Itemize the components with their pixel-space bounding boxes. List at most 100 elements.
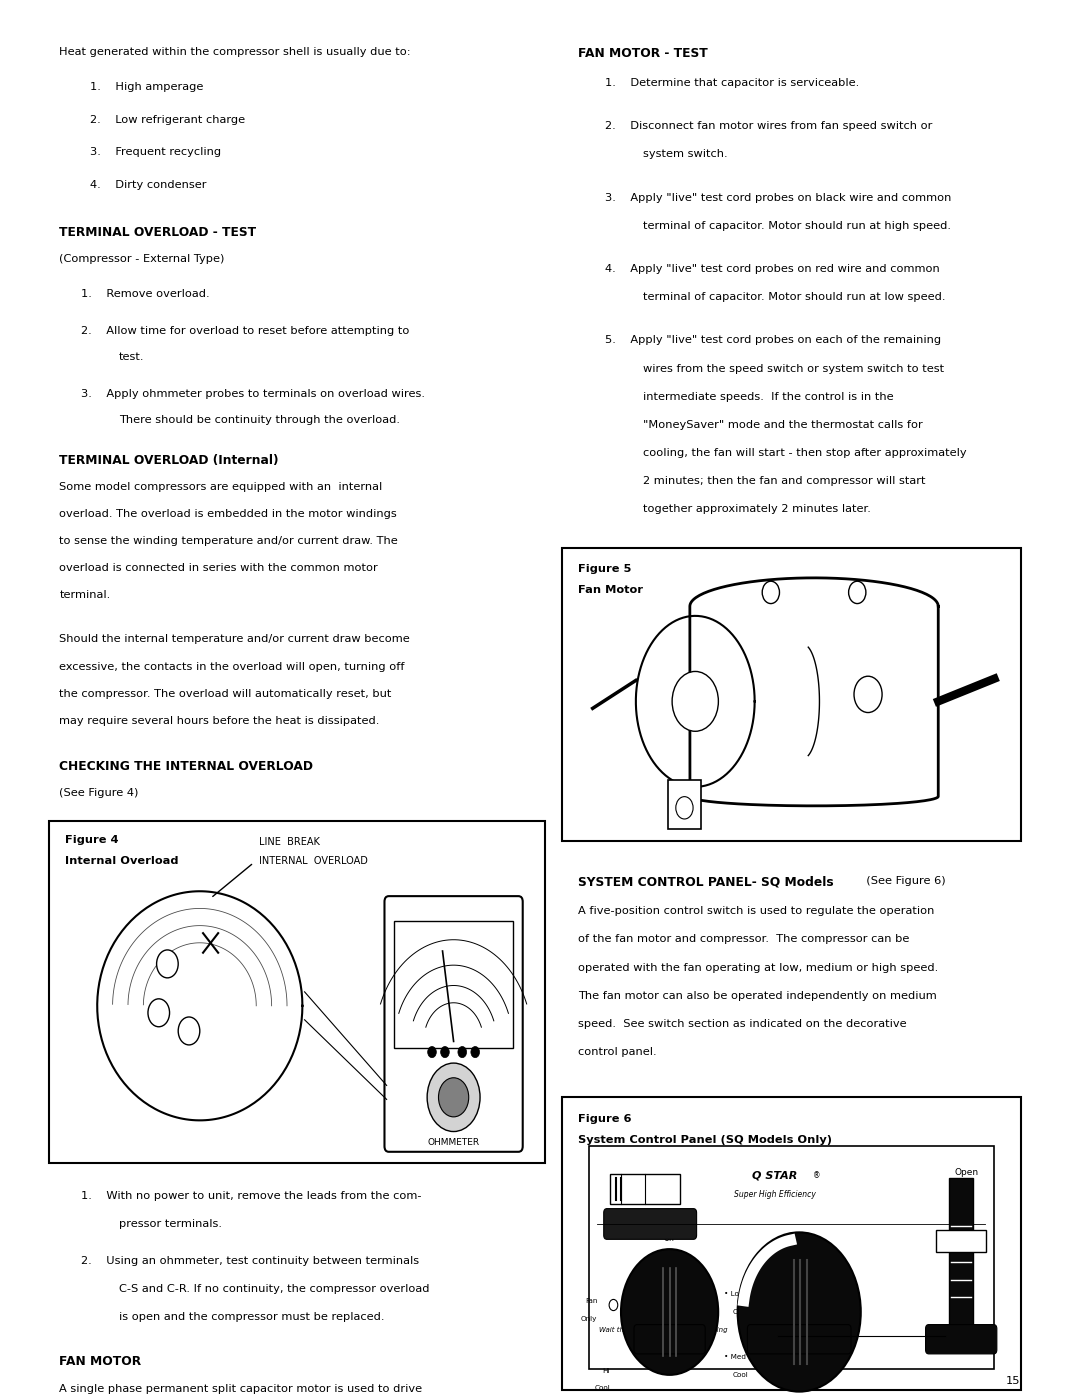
Text: Cool: Cool: [732, 1309, 748, 1315]
Text: terminal.: terminal.: [59, 590, 110, 601]
Text: Off: Off: [664, 1234, 675, 1243]
FancyBboxPatch shape: [669, 780, 701, 828]
Text: control panel.: control panel.: [578, 1048, 657, 1058]
FancyBboxPatch shape: [747, 1324, 851, 1354]
Bar: [562, 1097, 1021, 1390]
Text: (See Figure 6): (See Figure 6): [859, 876, 945, 886]
Bar: [394, 921, 513, 1048]
Text: 1.    Determine that capacitor is serviceable.: 1. Determine that capacitor is serviceab…: [605, 78, 859, 88]
Text: Hi: Hi: [603, 1368, 610, 1373]
Text: 1.    High amperage: 1. High amperage: [90, 82, 203, 92]
Circle shape: [148, 999, 170, 1027]
Text: system switch.: system switch.: [643, 149, 727, 159]
Text: Fan Motor: Fan Motor: [578, 585, 643, 595]
Circle shape: [178, 1017, 200, 1045]
Circle shape: [672, 672, 718, 731]
Text: INTERNAL  OVERLOAD: INTERNAL OVERLOAD: [259, 855, 368, 866]
Circle shape: [438, 1077, 469, 1116]
Text: No: No: [658, 1185, 669, 1193]
Text: wires from the speed switch or system switch to test: wires from the speed switch or system sw…: [643, 363, 944, 373]
Text: SYSTEM CONTROL PANEL- SQ Models: SYSTEM CONTROL PANEL- SQ Models: [578, 876, 834, 888]
Text: C: C: [156, 1004, 162, 1013]
Text: Mode: Mode: [659, 1334, 680, 1343]
Text: 1.    With no power to unit, remove the leads from the com-: 1. With no power to unit, remove the lea…: [81, 1190, 421, 1201]
Text: System Control Panel (SQ Models Only): System Control Panel (SQ Models Only): [578, 1134, 832, 1144]
Text: overload is connected in series with the common motor: overload is connected in series with the…: [59, 563, 378, 573]
FancyBboxPatch shape: [604, 1208, 697, 1239]
Text: 3.    Apply ohmmeter probes to terminals on overload wires.: 3. Apply ohmmeter probes to terminals on…: [81, 388, 426, 398]
Circle shape: [854, 676, 882, 712]
Text: Closed: Closed: [949, 1336, 973, 1341]
Text: CHECKING THE INTERNAL OVERLOAD: CHECKING THE INTERNAL OVERLOAD: [59, 760, 313, 773]
Circle shape: [676, 796, 693, 819]
Circle shape: [762, 581, 780, 604]
Text: ®: ®: [813, 1171, 820, 1180]
Text: The fan motor can also be operated independently on medium: The fan motor can also be operated indep…: [578, 990, 936, 1000]
Text: • Low: • Low: [724, 1291, 744, 1296]
Text: (See Figure 4): (See Figure 4): [59, 788, 138, 798]
Text: Only: Only: [581, 1316, 597, 1322]
Text: Figure 5: Figure 5: [578, 564, 631, 574]
Circle shape: [621, 1249, 718, 1375]
Text: test.: test.: [119, 352, 145, 362]
Text: speed.  See switch section as indicated on the decorative: speed. See switch section as indicated o…: [578, 1018, 906, 1030]
Text: Figure 4: Figure 4: [65, 834, 119, 845]
Text: 5.    Apply "live" test cord probes on each of the remaining: 5. Apply "live" test cord probes on each…: [605, 335, 941, 345]
Text: operated with the fan operating at low, medium or high speed.: operated with the fan operating at low, …: [578, 963, 939, 972]
Text: pressor terminals.: pressor terminals.: [119, 1220, 221, 1229]
Text: LINE  BREAK: LINE BREAK: [259, 837, 320, 848]
Text: Yes: Yes: [631, 1185, 643, 1193]
Text: 4.    Apply "live" test cord probes on red wire and common: 4. Apply "live" test cord probes on red …: [605, 264, 940, 274]
Text: terminal of capacitor. Motor should run at low speed.: terminal of capacitor. Motor should run …: [643, 292, 945, 302]
Text: cooling, the fan will start - then stop after approximately: cooling, the fan will start - then stop …: [643, 448, 967, 458]
Bar: [936, 1229, 986, 1252]
Bar: [49, 820, 545, 1162]
Text: There should be continuity through the overload.: There should be continuity through the o…: [119, 415, 400, 425]
Text: of the fan motor and compressor.  The compressor can be: of the fan motor and compressor. The com…: [578, 935, 909, 944]
Text: • Med: • Med: [724, 1354, 745, 1359]
Circle shape: [609, 1299, 618, 1310]
Circle shape: [428, 1063, 480, 1132]
Text: Cool: Cool: [732, 1372, 748, 1377]
Bar: [589, 1146, 994, 1369]
Text: Should the internal temperature and/or current draw become: Should the internal temperature and/or c…: [59, 634, 410, 644]
Text: 2.    Low refrigerant charge: 2. Low refrigerant charge: [90, 115, 245, 124]
Text: MoneySaver®: MoneySaver®: [625, 1221, 675, 1228]
Text: Wait three minutes before restarting: Wait three minutes before restarting: [599, 1327, 728, 1334]
Text: S: S: [187, 1023, 191, 1031]
Circle shape: [471, 1046, 480, 1058]
Text: OHMMETER: OHMMETER: [428, 1137, 480, 1147]
Text: Cool: Cool: [594, 1384, 610, 1390]
Text: Q STAR: Q STAR: [752, 1171, 798, 1180]
Text: TERMINAL OVERLOAD - TEST: TERMINAL OVERLOAD - TEST: [59, 226, 257, 239]
Circle shape: [157, 950, 178, 978]
Text: 2.    Disconnect fan motor wires from fan speed switch or: 2. Disconnect fan motor wires from fan s…: [605, 122, 932, 131]
Text: Some model compressors are equipped with an  internal: Some model compressors are equipped with…: [59, 482, 382, 492]
Text: C-S and C-R. If no continuity, the compressor overload: C-S and C-R. If no continuity, the compr…: [119, 1284, 430, 1294]
Text: R: R: [164, 956, 171, 964]
Text: 2 minutes; then the fan and compressor will start: 2 minutes; then the fan and compressor w…: [643, 476, 926, 486]
Text: to sense the winding temperature and/or current draw. The: to sense the winding temperature and/or …: [59, 536, 399, 546]
Bar: [949, 1178, 973, 1327]
Bar: [562, 548, 1021, 841]
Text: Temperature: Temperature: [774, 1334, 824, 1343]
Text: the compressor. The overload will automatically reset, but: the compressor. The overload will automa…: [59, 689, 392, 698]
Circle shape: [428, 1046, 436, 1058]
FancyBboxPatch shape: [610, 1173, 680, 1204]
Circle shape: [849, 581, 866, 604]
Circle shape: [738, 1232, 861, 1391]
Text: Vent: Vent: [954, 1351, 969, 1356]
Text: FAN MOTOR: FAN MOTOR: [59, 1355, 141, 1369]
FancyBboxPatch shape: [926, 1324, 997, 1354]
Text: is open and the compressor must be replaced.: is open and the compressor must be repla…: [119, 1312, 384, 1322]
Text: 3.    Apply "live" test cord probes on black wire and common: 3. Apply "live" test cord probes on blac…: [605, 193, 951, 203]
Text: 1.    Remove overload.: 1. Remove overload.: [81, 289, 210, 299]
Text: A five-position control switch is used to regulate the operation: A five-position control switch is used t…: [578, 907, 934, 916]
Text: 3.    Frequent recycling: 3. Frequent recycling: [90, 148, 220, 158]
Text: may require several hours before the heat is dissipated.: may require several hours before the hea…: [59, 715, 380, 725]
Text: 4.    Dirty condenser: 4. Dirty condenser: [90, 180, 206, 190]
Text: FAN MOTOR - TEST: FAN MOTOR - TEST: [578, 47, 707, 60]
Text: Super High Efficiency: Super High Efficiency: [734, 1190, 815, 1200]
Text: Internal Overload: Internal Overload: [65, 855, 178, 866]
Text: (Compressor - External Type): (Compressor - External Type): [59, 254, 225, 264]
